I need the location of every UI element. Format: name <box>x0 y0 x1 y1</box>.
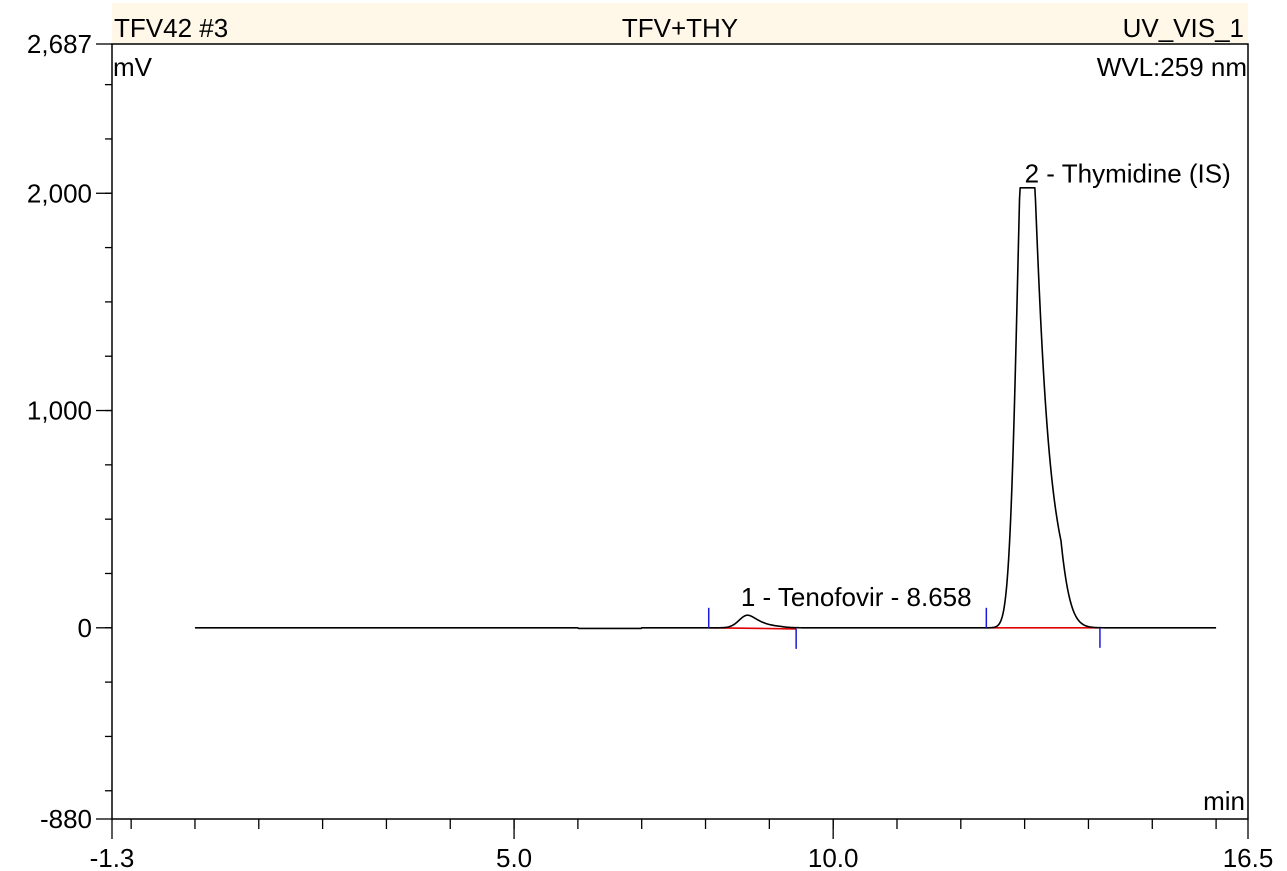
peak-label: 2 - Thymidine (IS) <box>1025 158 1231 188</box>
y-axis-unit-label: mV <box>113 52 153 82</box>
x-tick-label: 5.0 <box>496 843 532 871</box>
y-tick-label: -880 <box>40 804 92 834</box>
y-tick-label: 0 <box>78 613 92 643</box>
header-right-label: UV_VIS_1 <box>1123 13 1244 43</box>
x-tick-label: -1.3 <box>90 843 135 871</box>
wavelength-label: WVL:259 nm <box>1097 52 1247 82</box>
plot-frame <box>111 43 1249 820</box>
peak-label: 1 - Tenofovir - 8.658 <box>741 582 972 612</box>
x-axis: -1.3 5.0 10.0 16.5 <box>90 819 1274 871</box>
peak-delimiters <box>707 607 1101 649</box>
y-tick-label: 2,000 <box>27 178 92 208</box>
x-tick-label: 10.0 <box>808 843 859 871</box>
peak-labels: 1 - Tenofovir - 8.658 2 - Thymidine (IS) <box>741 158 1231 612</box>
header-left-label: TFV42 #3 <box>114 13 228 43</box>
y-tick-label: 1,000 <box>27 396 92 426</box>
x-axis-unit-label: min <box>1203 786 1245 816</box>
chart-title: TFV+THY <box>622 13 738 43</box>
y-tick-label: 2,687 <box>27 29 92 59</box>
header-band <box>112 3 1248 44</box>
chromatogram-trace <box>194 187 1217 630</box>
y-axis: 2,687 2,000 1,000 0 -880 <box>27 29 112 834</box>
x-tick-label: 16.5 <box>1223 843 1274 871</box>
